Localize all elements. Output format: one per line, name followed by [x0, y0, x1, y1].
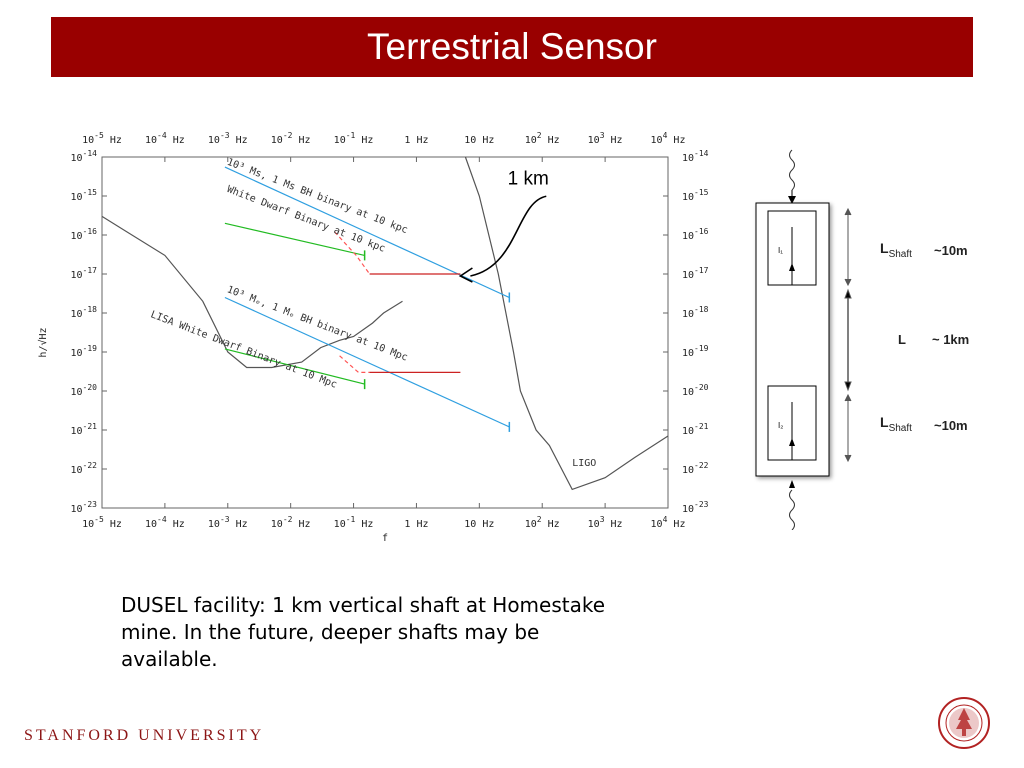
- x-tick-label-top: 10-5 Hz: [82, 131, 122, 146]
- x-tick-label-top: 10 Hz: [464, 135, 494, 146]
- series-line-curve-2: [224, 166, 510, 299]
- y-tick-label-right: 10-14: [682, 149, 709, 164]
- x-tick-label-bottom: 102 Hz: [525, 515, 560, 530]
- x-tick-label-bottom: 10-2 Hz: [271, 515, 311, 530]
- l-shaft-2-value: ~10m: [934, 418, 968, 433]
- y-tick-label-right: 10-20: [682, 383, 709, 398]
- bottom-spring-icon: [789, 489, 795, 530]
- series-line-curve-4: [224, 222, 365, 256]
- x-tick-label-top: 102 Hz: [525, 131, 560, 146]
- y-tick-label-right: 10-22: [682, 461, 709, 476]
- l-label: L: [898, 332, 906, 347]
- l-shaft-2-label: LShaft: [880, 414, 912, 434]
- y-tick-label-right: 10-16: [682, 227, 709, 242]
- y-axis-label: h/√Hz: [37, 327, 49, 357]
- x-tick-label-top: 10-4 Hz: [145, 131, 185, 146]
- sensitivity-chart: 10-5 Hz 10-5 Hz 10-4 Hz 10-4 Hz 10-3 Hz 10-3 …: [37, 131, 709, 544]
- x-tick-label-top: 10-2 Hz: [271, 131, 311, 146]
- x-axis-label: f: [382, 533, 388, 544]
- callout-arrow: [470, 195, 547, 277]
- x-tick-label-top: 10-1 Hz: [334, 131, 374, 146]
- callout-label: 1 km: [508, 168, 549, 189]
- y-tick-label-right: 10-21: [682, 422, 709, 437]
- series-line-ligo: [464, 156, 669, 491]
- stanford-seal-logo: [938, 697, 990, 749]
- x-tick-label-bottom: 104 Hz: [651, 515, 686, 530]
- x-tick-label-bottom: 103 Hz: [588, 515, 623, 530]
- l-value: ~ 1km: [932, 332, 969, 347]
- series-line-curve-5: [224, 348, 365, 385]
- annotation-label: LIGO: [572, 458, 596, 469]
- x-tick-label-bottom: 10-5 Hz: [82, 515, 122, 530]
- series-line-lisa: [101, 215, 403, 369]
- y-tick-label-left: 10-18: [71, 305, 98, 320]
- x-tick-label-top: 103 Hz: [588, 131, 623, 146]
- y-tick-label-left: 10-15: [71, 188, 98, 203]
- y-tick-label-right: 10-17: [682, 266, 709, 281]
- y-tick-label-left: 10-16: [71, 227, 98, 242]
- y-tick-label-right: 10-23: [682, 500, 709, 515]
- y-tick-label-right: 10-18: [682, 305, 709, 320]
- x-tick-label-top: 1 Hz: [404, 135, 428, 146]
- x-tick-label-bottom: 1 Hz: [404, 519, 428, 530]
- caption: DUSEL facility: 1 km vertical shaft at H…: [121, 592, 721, 673]
- lower-sensor-label: I₂: [778, 421, 783, 430]
- y-tick-label-left: 10-19: [71, 344, 98, 359]
- y-tick-label-left: 10-21: [71, 422, 98, 437]
- x-tick-label-top: 104 Hz: [651, 131, 686, 146]
- y-tick-label-left: 10-14: [71, 149, 98, 164]
- caption-line-1: DUSEL facility: 1 km vertical shaft at H…: [121, 593, 606, 617]
- y-tick-label-left: 10-23: [71, 500, 98, 515]
- shaft-diagram: I₁ I₂ LShaft ~10m L ~ 1km LShaft ~10m: [755, 149, 969, 530]
- x-tick-label-bottom: 10-1 Hz: [334, 515, 374, 530]
- l-shaft-1-label: LShaft: [880, 240, 912, 260]
- caption-line-2: mine. In the future, deeper shafts may b…: [121, 620, 540, 644]
- footer-university-name: STANFORD UNIVERSITY: [24, 727, 265, 744]
- x-tick-label-top: 10-3 Hz: [208, 131, 248, 146]
- plot-frame: [101, 156, 669, 509]
- y-tick-label-right: 10-19: [682, 344, 709, 359]
- upper-sensor-label: I₁: [778, 246, 783, 255]
- series-line-curve-6: [334, 231, 371, 275]
- series-line-curve-8: [339, 355, 370, 373]
- x-tick-label-bottom: 10-4 Hz: [145, 515, 185, 530]
- series-line-curve-3: [224, 296, 510, 428]
- top-spring-icon: [789, 149, 795, 191]
- x-tick-label-bottom: 10 Hz: [464, 519, 494, 530]
- caption-line-3: available.: [121, 647, 218, 671]
- title-bar: Terrestrial Sensor: [51, 17, 973, 77]
- callout-arrowhead: [458, 267, 473, 283]
- y-tick-label-right: 10-15: [682, 188, 709, 203]
- y-tick-label-left: 10-20: [71, 383, 98, 398]
- y-tick-label-left: 10-22: [71, 461, 98, 476]
- l-shaft-1-value: ~10m: [934, 243, 968, 258]
- x-tick-label-bottom: 10-3 Hz: [208, 515, 248, 530]
- slide-title: Terrestrial Sensor: [367, 26, 657, 67]
- y-tick-label-left: 10-17: [71, 266, 98, 281]
